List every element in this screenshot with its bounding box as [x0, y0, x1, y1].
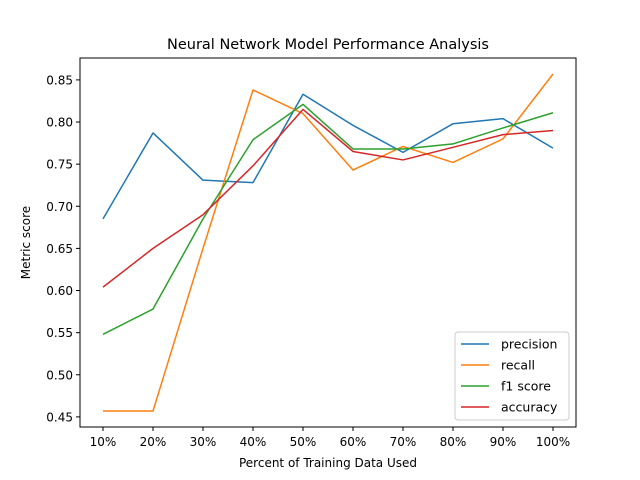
y-tick-label: 0.75	[46, 158, 73, 172]
series-line-f1-score	[102, 103, 554, 335]
y-axis-label: Metric score	[19, 206, 33, 279]
x-tick-label: 60%	[340, 435, 367, 449]
x-tick-label: 90%	[490, 435, 517, 449]
y-tick-label: 0.55	[46, 326, 73, 340]
y-tick-label: 0.60	[46, 284, 73, 298]
x-tick-label: 100%	[536, 435, 570, 449]
y-tick-label: 0.85	[46, 73, 73, 87]
x-tick-label: 70%	[390, 435, 417, 449]
x-tick-label: 80%	[440, 435, 467, 449]
legend-label: f1 score	[501, 379, 551, 394]
chart-title: Neural Network Model Performance Analysi…	[167, 37, 489, 53]
y-tick-label: 0.45	[46, 410, 73, 424]
x-tick-label: 10%	[90, 435, 117, 449]
x-tick-label: 40%	[240, 435, 267, 449]
series-line-accuracy	[102, 108, 554, 288]
series-line-precision	[102, 93, 554, 220]
legend-label: accuracy	[501, 400, 558, 415]
legend-label: precision	[501, 337, 557, 352]
legend: precision recall f1 score accuracy	[454, 331, 570, 421]
x-tick-label: 30%	[190, 435, 217, 449]
y-axis: 0.45 0.50 0.55 0.60 0.65 0.70 0.75 0.80 0.85	[46, 73, 80, 424]
series-line-recall	[103, 73, 554, 412]
x-tick-label: 50%	[290, 435, 317, 449]
legend-label: recall	[501, 358, 535, 373]
x-tick-label: 20%	[140, 435, 167, 449]
y-tick-label: 0.80	[46, 116, 73, 130]
y-tick-label: 0.70	[46, 200, 73, 214]
x-axis: 10% 20% 30% 40% 50% 60% 70% 80% 90% 100%	[90, 427, 570, 449]
y-tick-label: 0.65	[46, 242, 73, 256]
x-axis-label: Percent of Training Data Used	[239, 456, 417, 470]
y-tick-label: 0.50	[46, 368, 73, 382]
legend-box	[454, 331, 570, 421]
plot-area	[102, 73, 554, 412]
plot-frame	[79, 57, 577, 428]
